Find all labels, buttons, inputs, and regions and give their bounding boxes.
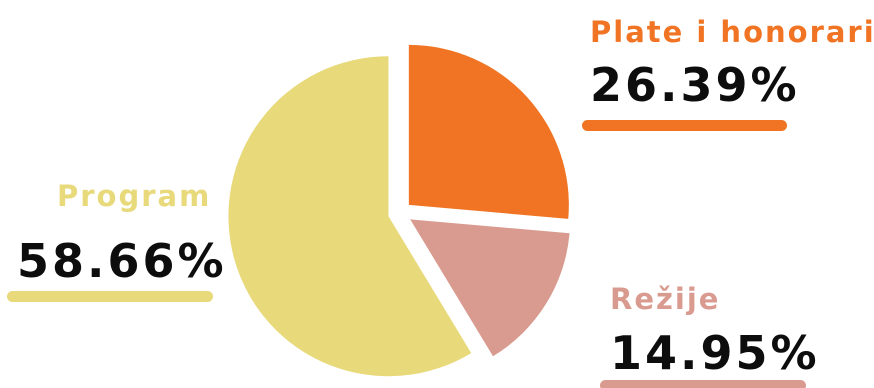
slice-category-label: Plate i honorari <box>590 15 874 49</box>
slice-underline-bar <box>582 120 787 131</box>
slice-category-label: Režije <box>610 282 721 316</box>
pie-slice-program <box>228 56 472 377</box>
slice-percent-label: 26.39% <box>590 58 800 112</box>
slice-percent-label: 14.95% <box>610 326 820 380</box>
slice-underline-bar <box>600 380 806 388</box>
pie-slice-režije <box>410 219 570 357</box>
slice-percent-label: 58.66% <box>17 234 227 288</box>
pie-slice-plate-i-honorari <box>408 44 569 219</box>
slice-underline-bar <box>7 291 213 302</box>
slice-category-label: Program <box>57 179 212 213</box>
